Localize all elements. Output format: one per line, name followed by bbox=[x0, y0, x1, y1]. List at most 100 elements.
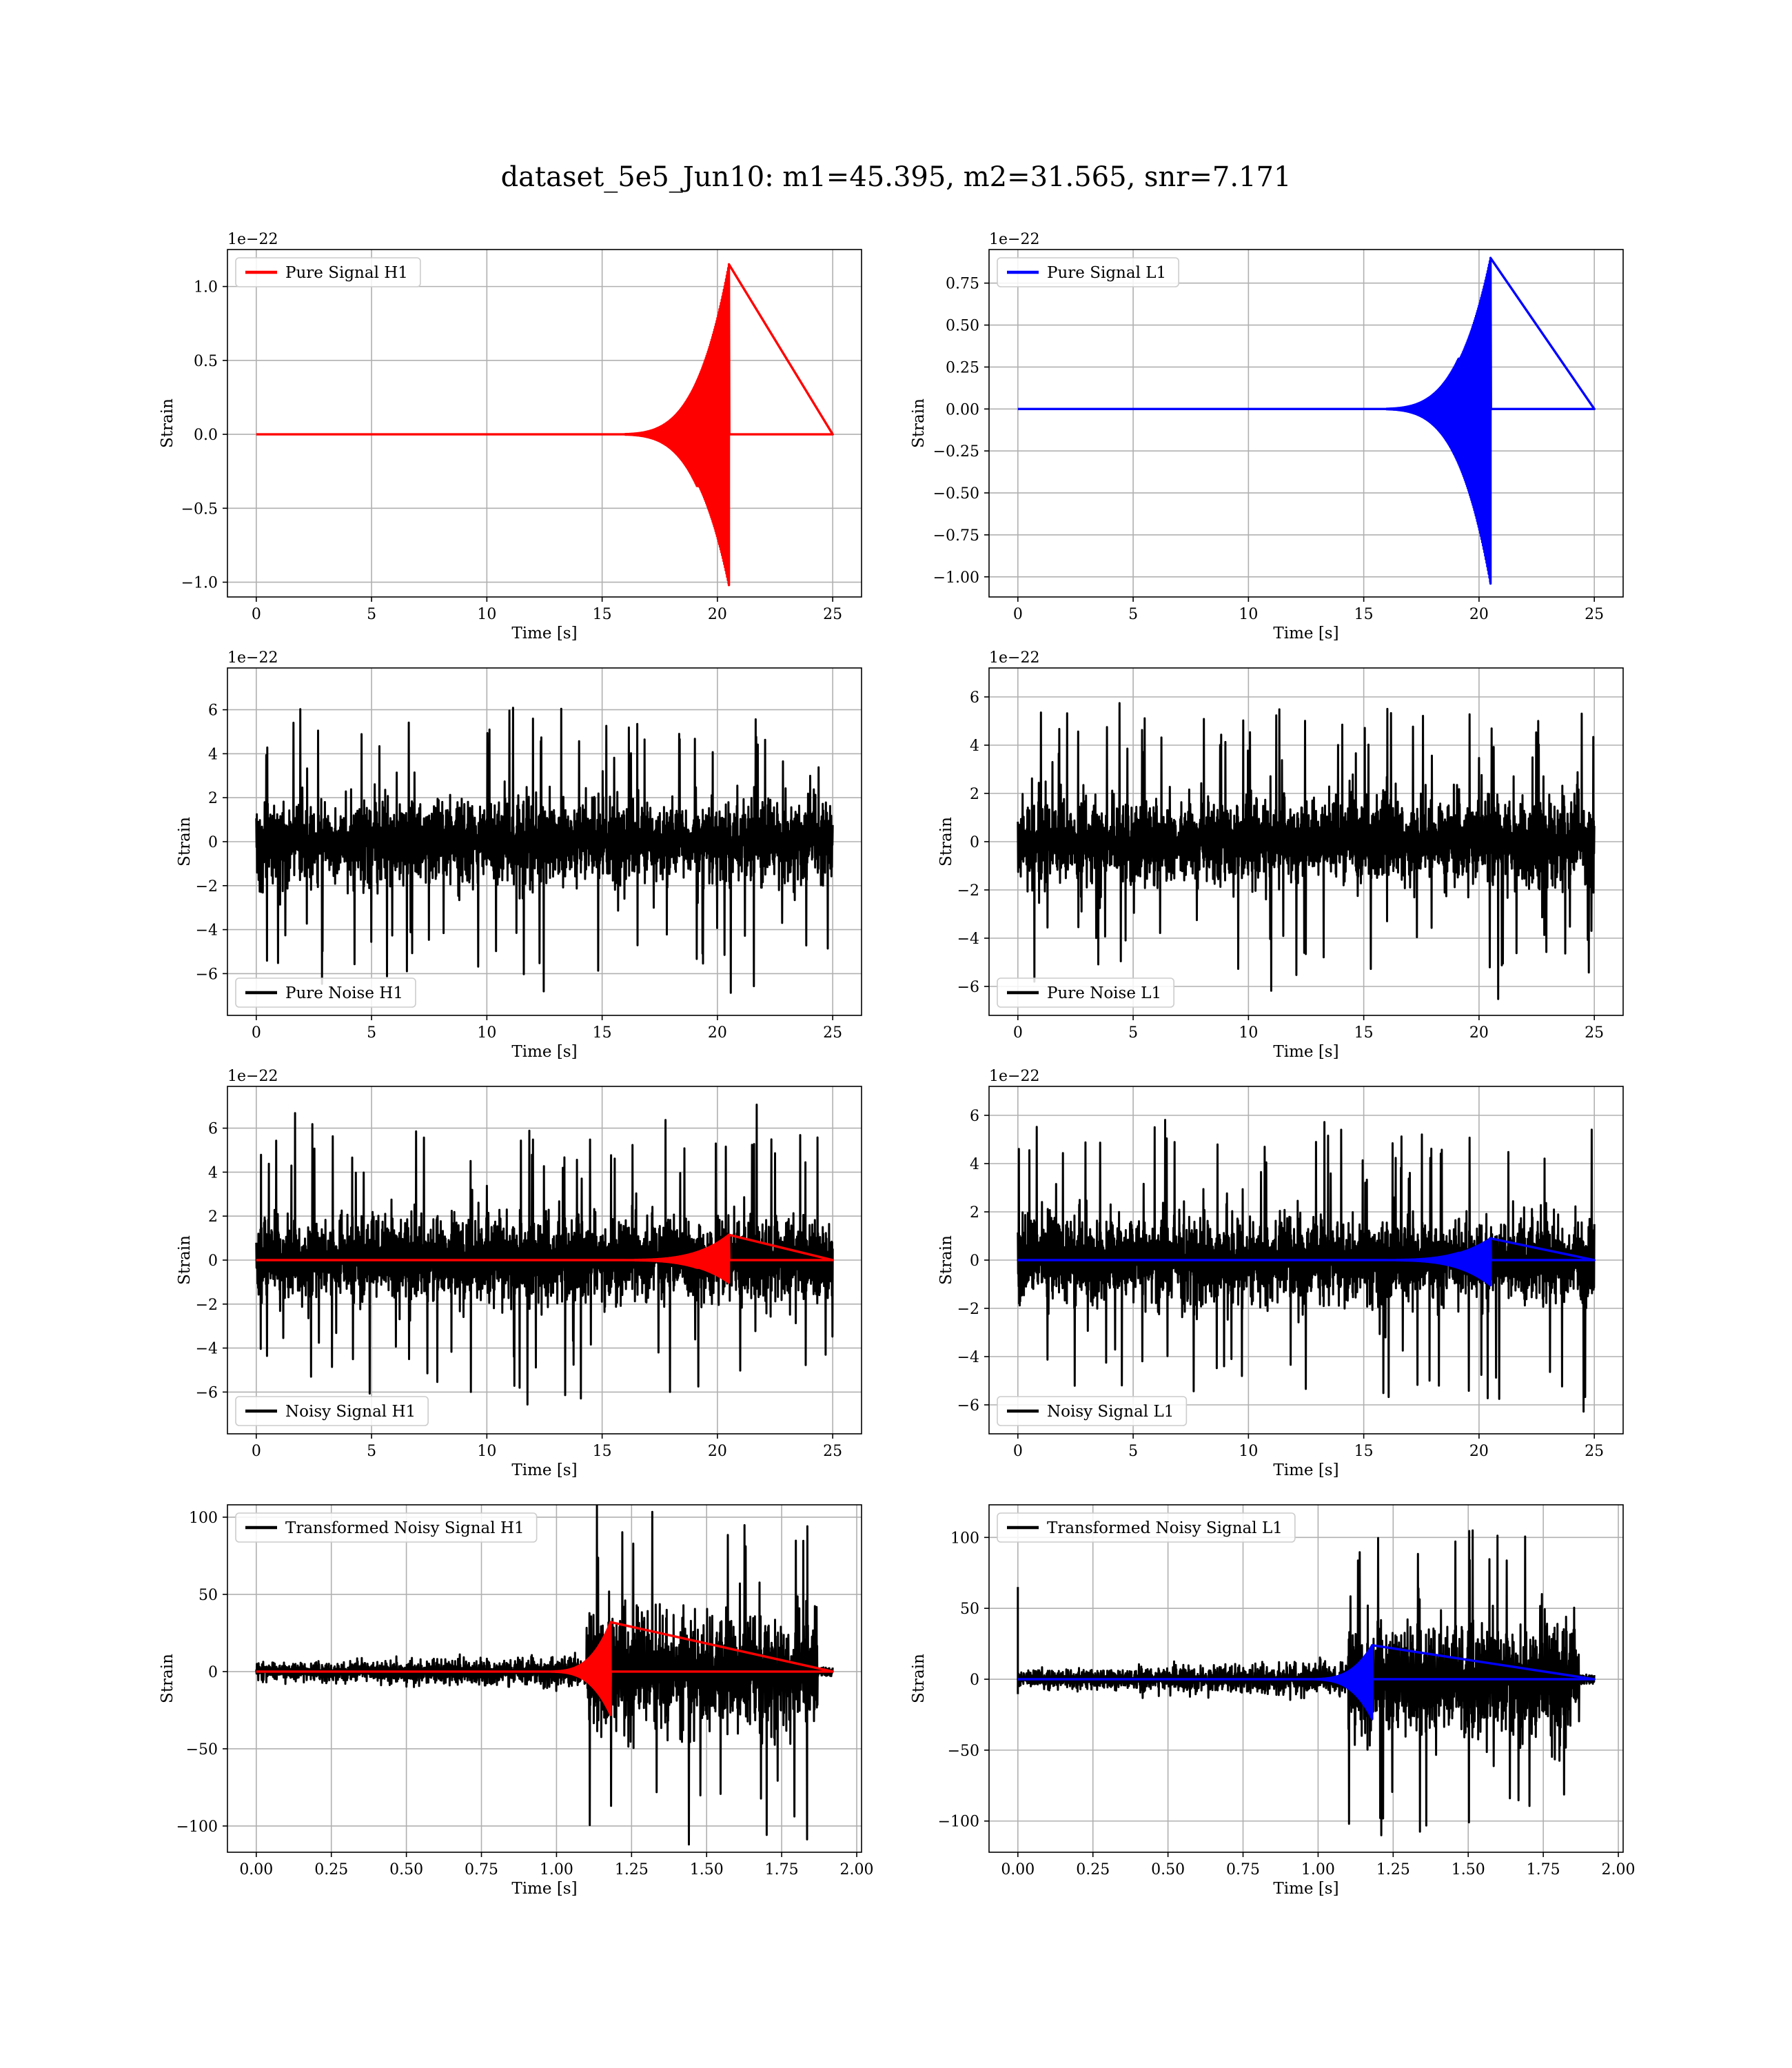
x-tick-label: 1.00 bbox=[1301, 1861, 1335, 1878]
y-tick-label: −1.00 bbox=[933, 569, 979, 587]
y-tick-label: 50 bbox=[960, 1601, 979, 1618]
y-axis-label: Strain bbox=[159, 398, 176, 448]
y-tick-label: −4 bbox=[957, 931, 979, 948]
y-tick-label: 1.0 bbox=[194, 279, 218, 296]
x-tick-label: 15 bbox=[1354, 606, 1374, 623]
axes-frame bbox=[227, 249, 862, 598]
legend: Transformed Noisy Signal L1 bbox=[997, 1512, 1296, 1543]
plot-area bbox=[255, 263, 834, 587]
x-tick-label: 15 bbox=[1354, 1443, 1374, 1460]
y-axis-label: Strain bbox=[159, 1654, 176, 1703]
x-tick-label: 20 bbox=[1469, 1024, 1489, 1042]
y-tick-label: 0 bbox=[970, 1253, 979, 1270]
x-tick-label: 15 bbox=[593, 606, 612, 623]
x-tick-label: 0 bbox=[252, 1443, 261, 1460]
axis-offset-text: 1e−22 bbox=[227, 649, 278, 667]
y-tick-label: −6 bbox=[957, 1397, 979, 1415]
y-tick-label: 6 bbox=[970, 1108, 979, 1125]
x-axis-label: Time [s] bbox=[1273, 1880, 1338, 1898]
subplot-p00: 0 5 10 15 20 25 −1.0 −0.5 0.0 0.5 1.0 Time [s] Strai… bbox=[159, 231, 862, 642]
x-tick-label: 1.75 bbox=[1527, 1861, 1560, 1878]
x-axis-label: Time [s] bbox=[511, 625, 577, 642]
x-tick-label: 0.25 bbox=[314, 1861, 348, 1878]
y-tick-label: −0.75 bbox=[933, 527, 979, 545]
x-tick-label: 0.75 bbox=[465, 1861, 498, 1878]
y-tick-label: 4 bbox=[970, 738, 979, 755]
y-tick-label: 4 bbox=[970, 1156, 979, 1173]
y-tick-label: 0.0 bbox=[194, 427, 218, 444]
grid bbox=[227, 1505, 862, 1852]
y-tick-label: 0 bbox=[208, 1253, 218, 1270]
y-tick-label: 4 bbox=[208, 746, 218, 763]
y-tick-label: 0 bbox=[208, 834, 218, 851]
x-tick-label: 1.50 bbox=[1452, 1861, 1485, 1878]
subplot-p11: 0 5 10 15 20 25 −6 −4 −2 0 2 4 6 Time [s] Strain 1e−22 P… bbox=[937, 649, 1624, 1061]
y-tick-label: −4 bbox=[196, 1341, 218, 1358]
x-tick-label: 20 bbox=[708, 1024, 727, 1042]
y-tick-label: 100 bbox=[950, 1530, 979, 1547]
y-axis-label: Strain bbox=[176, 817, 194, 866]
legend-label: Pure Noise H1 bbox=[285, 984, 403, 1002]
x-tick-label: 1.75 bbox=[765, 1861, 799, 1878]
series-overlay-1 bbox=[1017, 1237, 1596, 1287]
y-tick-label: −0.5 bbox=[181, 500, 218, 518]
x-tick-label: 25 bbox=[823, 1024, 842, 1042]
series-pure-signal-h1 bbox=[255, 263, 834, 587]
legend: Noisy Signal H1 bbox=[235, 1396, 429, 1426]
x-tick-label: 10 bbox=[477, 1443, 496, 1460]
subplot-p31: 0.00 0.25 0.50 0.75 1.00 1.25 1.50 1.75 2.00 −100… bbox=[910, 1504, 1636, 1898]
y-axis-label: Strain bbox=[937, 817, 955, 866]
y-tick-label: −4 bbox=[957, 1349, 979, 1366]
axes-frame bbox=[988, 249, 1624, 598]
x-tick-label: 1.25 bbox=[615, 1861, 649, 1878]
x-tick-label: 5 bbox=[367, 606, 376, 623]
x-tick-label: 20 bbox=[1469, 1443, 1489, 1460]
plot-area bbox=[255, 1104, 834, 1406]
legend: Pure Signal L1 bbox=[997, 257, 1179, 287]
y-tick-label: 0 bbox=[970, 834, 979, 851]
y-tick-label: 2 bbox=[970, 786, 979, 803]
legend-label: Transformed Noisy Signal L1 bbox=[1047, 1519, 1283, 1537]
legend: Transformed Noisy Signal H1 bbox=[235, 1512, 538, 1543]
x-tick-label: 0 bbox=[1013, 1024, 1023, 1042]
legend: Pure Noise L1 bbox=[997, 977, 1174, 1008]
x-axis-label: Time [s] bbox=[1273, 1461, 1338, 1479]
legend: Noisy Signal L1 bbox=[997, 1396, 1188, 1426]
x-tick-label: 20 bbox=[1469, 606, 1489, 623]
y-tick-label: −2 bbox=[957, 882, 979, 900]
x-tick-label: 5 bbox=[1128, 1024, 1138, 1042]
y-tick-label: −50 bbox=[948, 1743, 979, 1760]
axis-offset-text: 1e−22 bbox=[989, 1068, 1039, 1085]
x-tick-label: 0.00 bbox=[239, 1861, 273, 1878]
legend-label: Pure Signal L1 bbox=[1047, 264, 1166, 282]
y-tick-label: 0.50 bbox=[946, 318, 979, 335]
y-tick-label: −50 bbox=[186, 1741, 218, 1758]
subplot-p30: 0.00 0.25 0.50 0.75 1.00 1.25 1.50 1.75 2.00 −100… bbox=[159, 1504, 874, 1898]
y-tick-label: −4 bbox=[196, 922, 218, 940]
y-tick-label: −2 bbox=[196, 878, 218, 895]
y-tick-label: 6 bbox=[208, 1121, 218, 1138]
subplot-p20: 0 5 10 15 20 25 −6 −4 −2 0 2 4 6 Time [s] Strain 1e−22 N… bbox=[176, 1068, 862, 1479]
x-tick-label: 15 bbox=[593, 1024, 612, 1042]
x-tick-label: 15 bbox=[1354, 1024, 1374, 1042]
x-axis-label: Time [s] bbox=[1273, 625, 1338, 642]
series-overlay-1 bbox=[1017, 1644, 1596, 1721]
plot-area bbox=[255, 1505, 834, 1846]
x-tick-label: 10 bbox=[1239, 1024, 1258, 1042]
y-axis-label: Strain bbox=[176, 1235, 194, 1285]
x-axis-label: Time [s] bbox=[511, 1461, 577, 1479]
x-tick-label: 1.25 bbox=[1376, 1861, 1410, 1878]
y-tick-label: −2 bbox=[196, 1297, 218, 1314]
series-noisy-signal-l1 bbox=[1017, 1119, 1596, 1413]
x-axis-label: Time [s] bbox=[511, 1043, 577, 1061]
y-tick-label: −100 bbox=[176, 1818, 218, 1836]
plot-area bbox=[1017, 256, 1596, 585]
y-axis-label: Strain bbox=[910, 1654, 928, 1703]
plot-area bbox=[255, 707, 834, 994]
x-tick-label: 10 bbox=[1239, 1443, 1258, 1460]
plot-area bbox=[1017, 1529, 1596, 1836]
y-tick-label: −2 bbox=[957, 1301, 979, 1318]
y-tick-label: 0.00 bbox=[946, 401, 979, 418]
y-tick-label: 100 bbox=[189, 1510, 218, 1527]
